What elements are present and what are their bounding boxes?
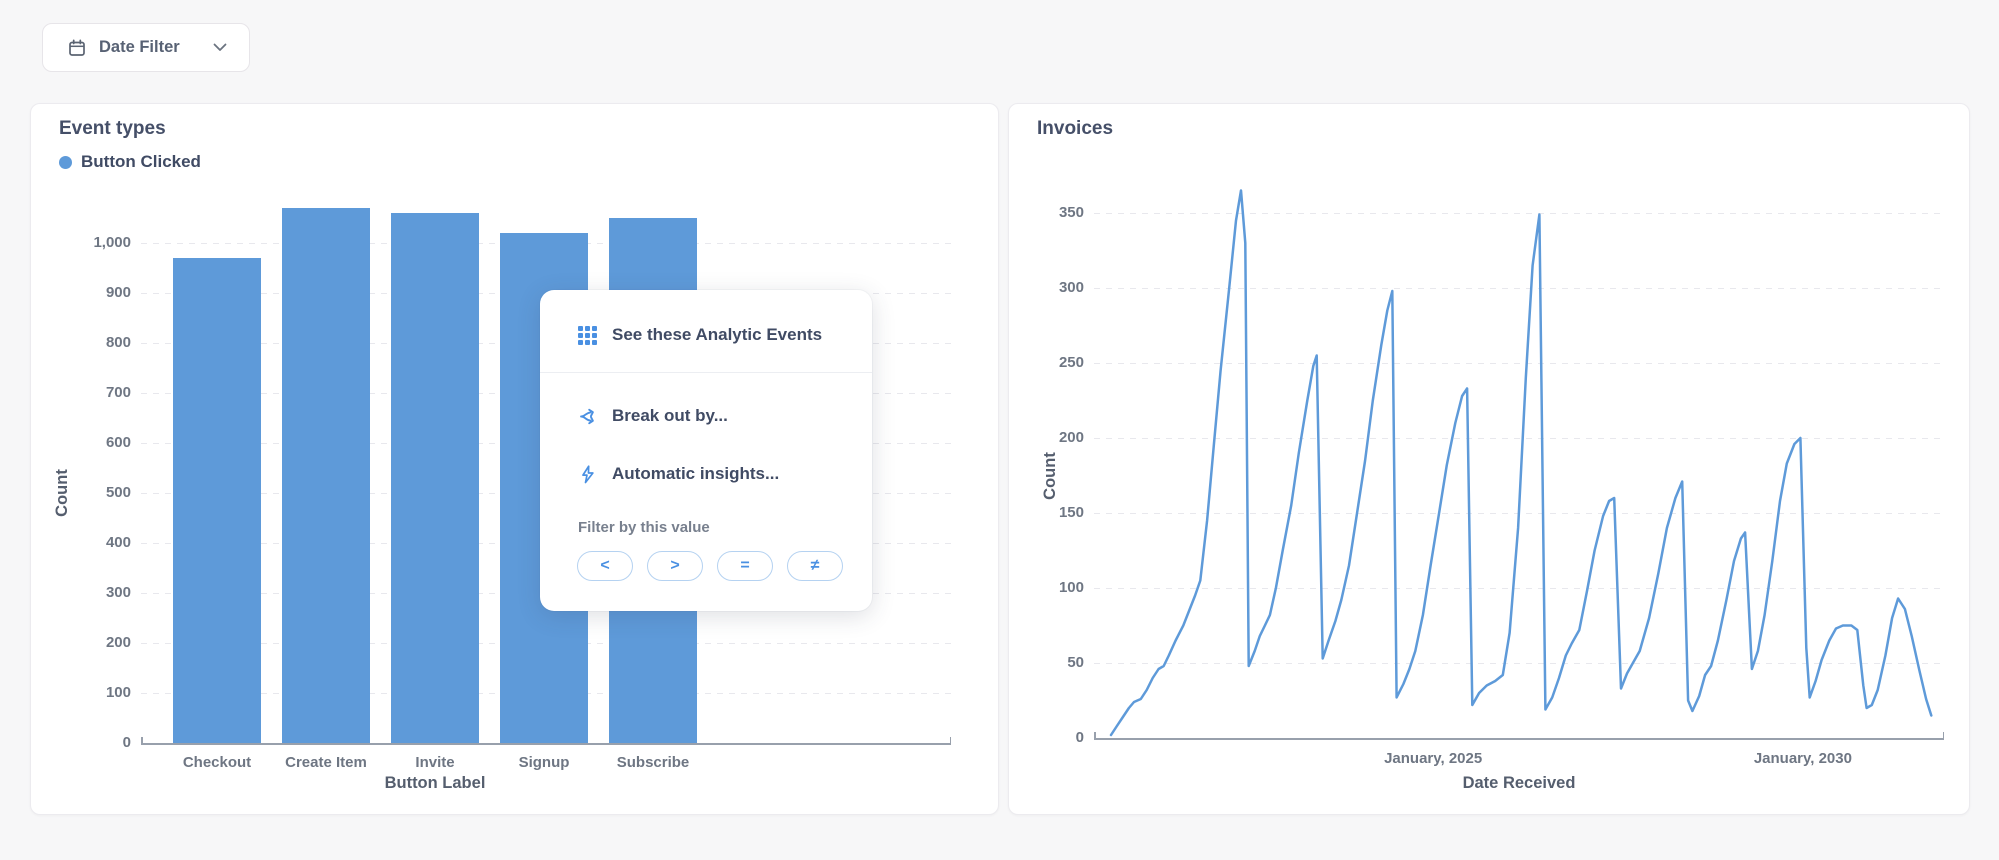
operator-not-equals-button[interactable]: ≠: [787, 551, 843, 581]
x-tick-label: January, 2025: [1384, 750, 1483, 767]
x-axis-line: [1094, 733, 1944, 740]
y-tick-label: 300: [105, 584, 131, 601]
menu-item-label: See these Analytic Events: [612, 325, 823, 344]
grid-icon: [578, 325, 597, 345]
context-menu: See these Analytic Events Break out by..…: [540, 290, 872, 611]
y-tick-label: 250: [1058, 354, 1084, 371]
y-tick-label: 600: [105, 434, 131, 451]
y-tick-label: 200: [105, 634, 131, 651]
y-axis-title: Count: [1041, 452, 1059, 500]
x-tick-label: Invite: [415, 754, 455, 771]
chart-title: Invoices: [1037, 118, 1114, 139]
menu-item-label: Break out by...: [612, 406, 728, 425]
menu-item-break-out-by[interactable]: Break out by...: [540, 387, 872, 445]
operator-less-than-button[interactable]: <: [577, 551, 633, 581]
y-tick-label: 100: [105, 684, 131, 701]
x-axis-line: [141, 738, 951, 745]
y-tick-label: 350: [1058, 204, 1084, 221]
gridline: [1094, 288, 1944, 289]
y-tick-label: 500: [105, 484, 131, 501]
gridline: [1094, 363, 1944, 364]
invoices-chart-card: Invoices 0 50 100 150 200 250 300 350 January, 2…: [1008, 103, 1970, 815]
y-tick-label: 900: [105, 284, 131, 301]
y-tick-label: 200: [1058, 429, 1084, 446]
y-tick-label: 400: [105, 534, 131, 551]
x-tick-label: Signup: [518, 754, 570, 771]
divider: [540, 372, 872, 373]
y-tick-label: 0: [122, 734, 131, 751]
menu-item-label: Automatic insights...: [612, 464, 780, 483]
x-tick-label: Subscribe: [616, 754, 690, 771]
x-tick-label: Create Item: [285, 754, 367, 771]
chevron-down-icon: [210, 38, 229, 57]
filter-by-value-label: Filter by this value: [578, 519, 710, 536]
menu-item-see-analytic-events[interactable]: See these Analytic Events: [540, 302, 872, 368]
y-tick-label: 300: [1058, 279, 1084, 296]
x-axis-title: Button Label: [384, 774, 486, 792]
x-tick-label: Checkout: [182, 754, 252, 771]
legend[interactable]: Button Clicked: [59, 152, 201, 172]
y-tick-label: 100: [1058, 579, 1084, 596]
x-tick-label: January, 2030: [1753, 750, 1852, 767]
x-axis-title: Date Received: [1462, 774, 1576, 792]
operator-equals-button[interactable]: =: [717, 551, 773, 581]
y-axis-title: Count: [53, 469, 71, 517]
y-tick-label: 150: [1058, 504, 1084, 521]
legend-label: Button Clicked: [81, 152, 201, 171]
lightning-icon: [578, 464, 597, 484]
breakout-icon: [578, 407, 597, 426]
bar-checkout[interactable]: [173, 258, 261, 743]
y-tick-label: 1,000: [93, 234, 131, 251]
date-filter-label: Date Filter: [99, 38, 180, 56]
calendar-icon: [67, 38, 86, 57]
operator-greater-than-button[interactable]: >: [647, 551, 703, 581]
y-tick-label: 0: [1075, 729, 1084, 746]
gridline: [1094, 588, 1944, 589]
y-tick-label: 700: [105, 384, 131, 401]
bar-create-item[interactable]: [282, 208, 370, 743]
gridline: [1094, 213, 1944, 214]
y-tick-label: 50: [1067, 654, 1084, 671]
y-tick-label: 800: [105, 334, 131, 351]
gridline: [1094, 663, 1944, 664]
filter-operator-row: < > = ≠: [577, 551, 872, 581]
invoices-line-series[interactable]: [1094, 144, 1944, 738]
date-filter-button[interactable]: Date Filter: [42, 23, 250, 72]
menu-item-automatic-insights[interactable]: Automatic insights...: [540, 445, 872, 503]
gridline: [1094, 438, 1944, 439]
chart-title: Event types: [59, 118, 166, 139]
bar-invite[interactable]: [391, 213, 479, 743]
legend-dot: [59, 155, 72, 169]
